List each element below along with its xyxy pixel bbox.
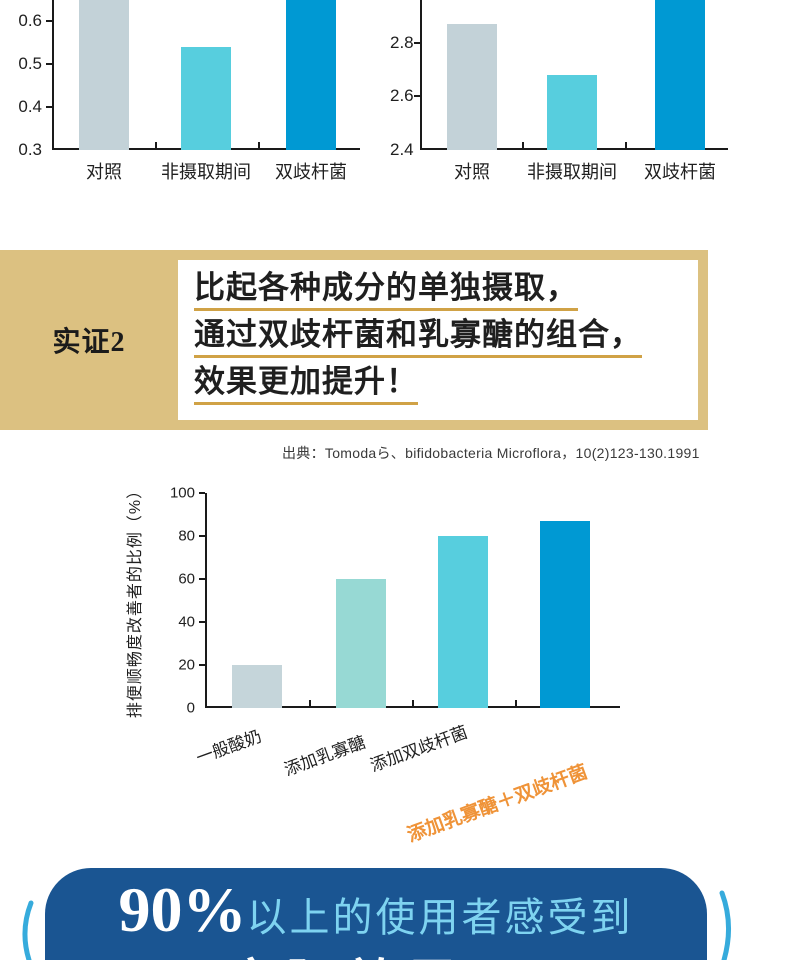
y-tick-mark [46,63,52,66]
chart-bar [655,0,705,150]
x-tick-mark [625,142,627,150]
y-tick-mark [199,621,205,623]
y-tick-mark [46,20,52,23]
chart-bar [181,47,231,150]
y-tick-label: 40 [178,613,195,631]
x-tick-mark [155,142,157,150]
x-axis-label: 添加双歧杆菌 [367,722,471,776]
right-accent-stroke-icon [719,890,732,960]
x-axis-label: 对照 [454,162,490,182]
x-axis-label: 对照 [86,162,122,182]
x-axis-label: 非摄取期间 [161,162,251,182]
y-tick-mark [199,578,205,580]
headline-line-2: 通过双歧杆菌和乳寡醣的组合， [194,319,642,358]
y-tick-label: 0.6 [18,11,42,31]
proof-headline-panel: 比起各种成分的单独摄取， 通过双歧杆菌和乳寡醣的组合， 效果更加提升！ [178,260,698,420]
x-tick-mark [309,700,311,708]
headline-line-3: 效果更加提升！ [194,366,418,405]
x-axis-label: 添加乳寡醣＋双歧杆菌 [404,761,591,847]
chart-defecation-score: 2.8 2.6 2.4 对照 非摄取期间 双歧杆菌 [390,0,790,185]
proof-label: 实证2 [52,327,126,358]
y-tick-label: 0.4 [18,97,42,117]
y-tick-mark [414,41,420,44]
chart-bar [447,24,497,150]
cta-percent: 90% [118,874,247,945]
chart-bar [547,75,597,150]
cta-line1-text: 以上的使用者感受到 [246,896,634,940]
chart-bar [336,579,386,708]
cta-line1: 90% 以上的使用者感受到 [45,878,707,942]
cta-line2-text: 实际效果！ [45,942,707,960]
y-tick-label: 0.3 [18,140,42,159]
y-tick-label: 80 [178,527,195,545]
x-axis-label: 添加乳寡醣 [281,732,369,780]
y-tick-label: 2.6 [390,86,414,106]
left-accent-stroke-icon [22,900,34,960]
proof-banner: 实证2 比起各种成分的单独摄取， 通过双歧杆菌和乳寡醣的组合， 效果更加提升！ [0,250,708,430]
y-tick-label: 20 [178,656,195,674]
x-axis-label: 一般酸奶 [193,726,265,768]
y-tick-label: 2.4 [390,140,414,159]
y-tick-mark [46,106,52,109]
x-axis-label: 双歧杆菌 [644,162,716,182]
y-tick-mark [199,492,205,494]
y-axis-title: 排便顺畅度改善者的比例（%） [127,481,144,719]
y-tick-label: 100 [169,484,195,502]
y-tick-mark [199,535,205,537]
chart-bar [232,665,282,708]
x-tick-mark [522,142,524,150]
y-tick-label: 0.5 [18,54,42,74]
chart-bar [540,520,590,708]
chart-defecation-frequency: 0.6 0.5 0.4 0.3 对照 非摄取期间 双歧杆菌 [0,0,395,185]
y-tick-label: 0 [186,699,195,717]
x-tick-mark [412,700,414,708]
headline-line-1: 比起各种成分的单独摄取， [194,272,578,311]
x-axis-label: 非摄取期间 [527,162,617,182]
chart-bar [79,0,129,150]
y-tick-mark [199,664,205,666]
x-tick-mark [515,700,517,708]
chart-improvement-rate: 100 80 60 40 20 0 一般酸奶 添加乳寡醣 添加双歧杆菌 添加乳寡醣＋双歧杆菌 排便顺… [0,480,790,846]
citation: 出典：Tomodaら、bifidobacteria Microflora，10(… [282,445,700,461]
x-axis-label: 双歧杆菌 [275,162,347,182]
y-tick-label: 2.8 [390,32,414,52]
chart-bar [438,536,488,708]
chart-bar [286,0,336,150]
x-tick-mark [258,142,260,150]
y-tick-mark [414,95,420,98]
cta-banner: 90%以上的使用者感受到 实际效果！ [45,868,707,960]
y-tick-label: 60 [178,570,195,588]
